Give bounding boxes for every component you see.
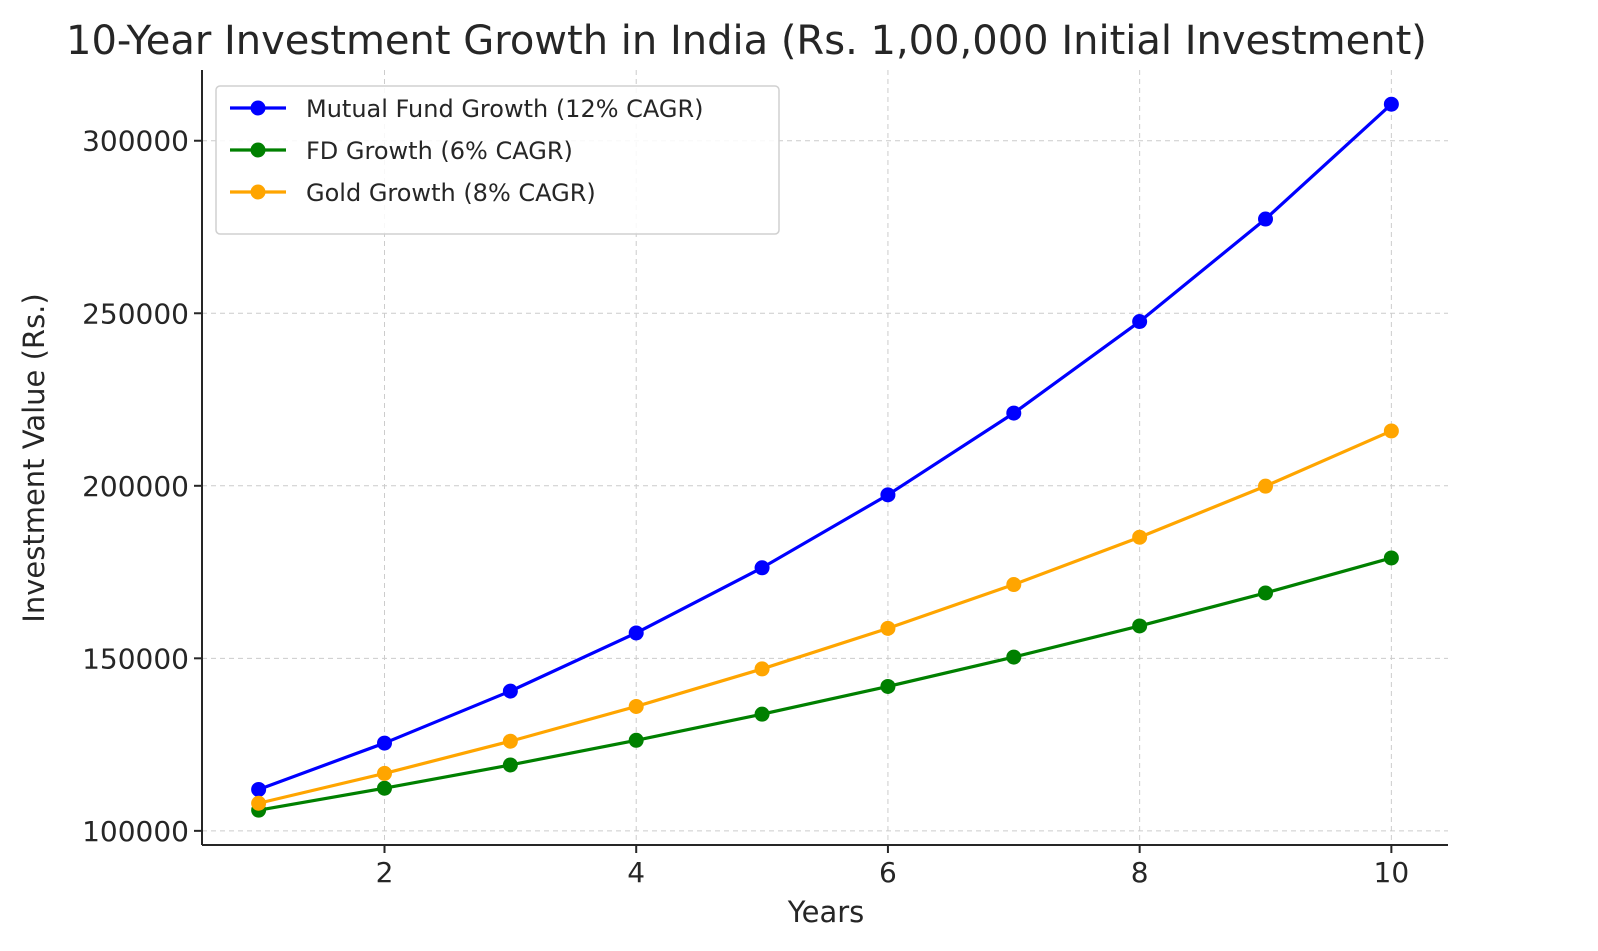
x-tick-label: 2 (376, 856, 394, 889)
data-point (1006, 649, 1022, 665)
data-point (1132, 314, 1148, 330)
series-line (258, 103, 1393, 791)
data-point (628, 732, 644, 748)
x-tick-label: 8 (1131, 856, 1149, 889)
chart-title: 10-Year Investment Growth in India (Rs. … (66, 18, 1427, 64)
data-point (754, 661, 770, 677)
legend-label: Mutual Fund Growth (12% CAGR) (306, 95, 704, 123)
data-point (880, 678, 896, 694)
data-point (1132, 529, 1148, 545)
legend-swatch-marker (250, 184, 266, 200)
data-point (376, 765, 392, 781)
data-point (1383, 96, 1399, 112)
y-tick-label: 200000 (82, 470, 189, 503)
data-point (251, 781, 267, 797)
legend-swatch-marker (250, 142, 266, 158)
x-tick-label: 4 (627, 856, 645, 889)
data-point (628, 698, 644, 714)
series-line (258, 429, 1393, 805)
data-point (502, 683, 518, 699)
y-tick-label: 150000 (82, 642, 189, 675)
legend-swatch-marker (250, 100, 266, 116)
series-group (251, 550, 1399, 818)
data-point (1383, 423, 1399, 439)
data-point (754, 560, 770, 576)
grid (202, 70, 1448, 845)
data-point (1258, 478, 1274, 494)
y-tick-label: 250000 (82, 297, 189, 330)
data-point (502, 757, 518, 773)
data-point (502, 733, 518, 749)
legend: Mutual Fund Growth (12% CAGR) FD Growth (… (215, 85, 780, 235)
x-tick-label: 6 (879, 856, 897, 889)
data-point (1006, 577, 1022, 593)
series-layer (251, 96, 1399, 818)
data-point (628, 625, 644, 641)
data-point (880, 487, 896, 503)
y-tick-label: 100000 (82, 815, 189, 848)
data-point (1006, 405, 1022, 421)
series-group (251, 423, 1399, 811)
series-group (251, 96, 1399, 797)
x-tick-label: 10 (1374, 856, 1410, 889)
legend-label: FD Growth (6% CAGR) (306, 137, 573, 165)
data-point (251, 795, 267, 811)
data-point (376, 735, 392, 751)
data-point (754, 706, 770, 722)
data-point (1383, 550, 1399, 566)
data-point (376, 780, 392, 796)
axes: 2 4 6 8 10 100000 150000 200000 250000 300000 (82, 70, 1448, 889)
data-point (1258, 585, 1274, 601)
data-point (1132, 618, 1148, 634)
y-axis-label: Investment Value (Rs.) (17, 293, 51, 622)
x-axis-label: Years (787, 895, 865, 929)
series-line (258, 556, 1392, 812)
data-point (1258, 211, 1274, 227)
legend-box (215, 85, 780, 235)
y-tick-label: 300000 (82, 125, 189, 158)
data-point (880, 620, 896, 636)
legend-label: Gold Growth (8% CAGR) (306, 179, 596, 207)
